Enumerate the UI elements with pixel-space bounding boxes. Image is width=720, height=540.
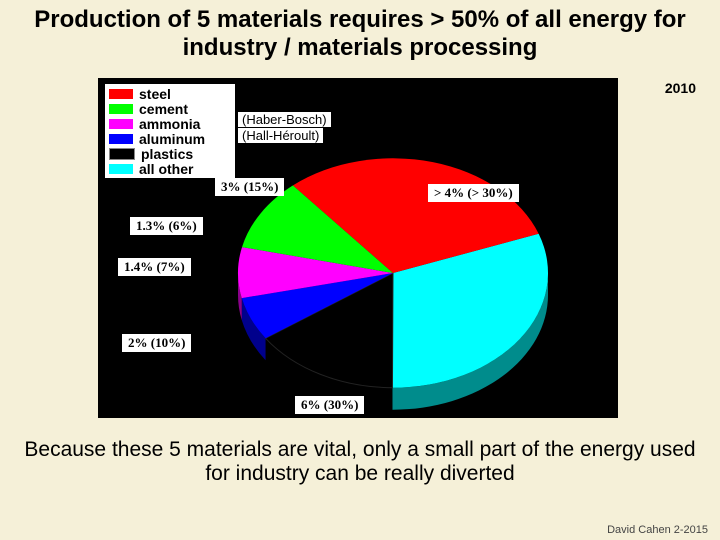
- callout-cement: 2% (10%): [122, 334, 191, 352]
- legend-label-cement: cement: [139, 101, 188, 117]
- legend-row-allother: all other: [109, 161, 231, 176]
- legend-swatch-cement: [109, 104, 133, 114]
- legend-swatch-allother: [109, 164, 133, 174]
- callout-steel: 6% (30%): [295, 396, 364, 414]
- legend-label-steel: steel: [139, 86, 171, 102]
- legend-label-plastics: plastics: [141, 146, 193, 162]
- note-haber: (Haber-Bosch): [238, 112, 331, 127]
- slide: Production of 5 materials requires > 50%…: [0, 0, 720, 540]
- legend-label-ammonia: ammonia: [139, 116, 200, 132]
- bottom-caption: Because these 5 materials are vital, onl…: [10, 438, 710, 486]
- callout-allother: > 4% (> 30%): [428, 184, 519, 202]
- page-title: Production of 5 materials requires > 50%…: [20, 6, 700, 62]
- legend-swatch-plastics: [109, 148, 135, 160]
- legend: steelcementammoniaaluminumplasticsall ot…: [105, 84, 235, 178]
- callout-plastics: 3% (15%): [215, 178, 284, 196]
- legend-row-cement: cement: [109, 101, 231, 116]
- legend-label-aluminum: aluminum: [139, 131, 205, 147]
- legend-row-ammonia: ammonia: [109, 116, 231, 131]
- attribution: David Cahen 2-2015: [607, 524, 708, 536]
- legend-swatch-ammonia: [109, 119, 133, 129]
- callout-ammonia: 1.4% (7%): [118, 258, 191, 276]
- legend-row-steel: steel: [109, 86, 231, 101]
- legend-swatch-steel: [109, 89, 133, 99]
- legend-label-allother: all other: [139, 161, 193, 177]
- callout-aluminum: 1.3% (6%): [130, 217, 203, 235]
- year-label: 2010: [665, 80, 696, 96]
- legend-swatch-aluminum: [109, 134, 133, 144]
- note-hall: (Hall-Héroult): [238, 128, 323, 143]
- legend-row-aluminum: aluminum: [109, 131, 231, 146]
- legend-row-plastics: plastics: [109, 146, 231, 161]
